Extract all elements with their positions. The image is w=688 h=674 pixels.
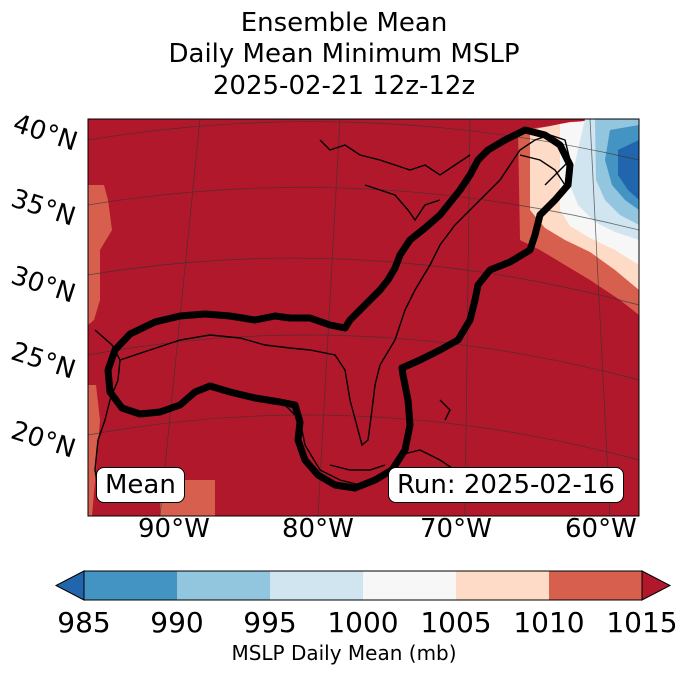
colorbar-frame: [83, 570, 643, 601]
colorbar-tick-990: 990: [150, 606, 204, 639]
pressure-core: [618, 140, 639, 200]
map-frame: [87, 118, 640, 517]
colorbar-tick-1010: 1010: [513, 606, 585, 639]
colorbar-segment: [549, 571, 642, 600]
colorbar-segment: [177, 571, 270, 600]
title-line-2: Daily Mean Minimum MSLP: [168, 39, 520, 69]
lon-label-80w: 80°W: [282, 514, 354, 544]
title-line-1: Ensemble Mean: [240, 8, 448, 38]
mean-label-box: Mean: [96, 467, 185, 503]
colorbar-segment: [270, 571, 363, 600]
colorbar-segment: [84, 571, 177, 600]
colorbar-tick-1000: 1000: [327, 606, 399, 639]
pressure-contour: [104, 126, 574, 492]
colorbar-under-arrow: [54, 570, 85, 601]
colorbar-tick-1005: 1005: [420, 606, 492, 639]
title-line-3: 2025-02-21 12z-12z: [212, 71, 476, 101]
colorbar-over-arrow: [641, 570, 672, 601]
map-panel: [87, 118, 640, 517]
run-date-box: Run: 2025-02-16: [388, 467, 624, 503]
colorbar-label: MSLP Daily Mean (mb): [231, 641, 457, 665]
pressure-band-southwest: [88, 385, 100, 516]
coastline: [94, 134, 571, 501]
lon-label-60w: 60°W: [565, 514, 637, 544]
lon-label-70w: 70°W: [420, 514, 492, 544]
lon-label-90w: 90°W: [138, 514, 210, 544]
colorbar-tick-985: 985: [57, 606, 111, 639]
colorbar-tick-1015: 1015: [606, 606, 678, 639]
pressure-band-west: [88, 185, 112, 325]
colorbar-segment: [363, 571, 456, 600]
colorbar-segment: [456, 571, 549, 600]
colorbar-tick-995: 995: [243, 606, 297, 639]
